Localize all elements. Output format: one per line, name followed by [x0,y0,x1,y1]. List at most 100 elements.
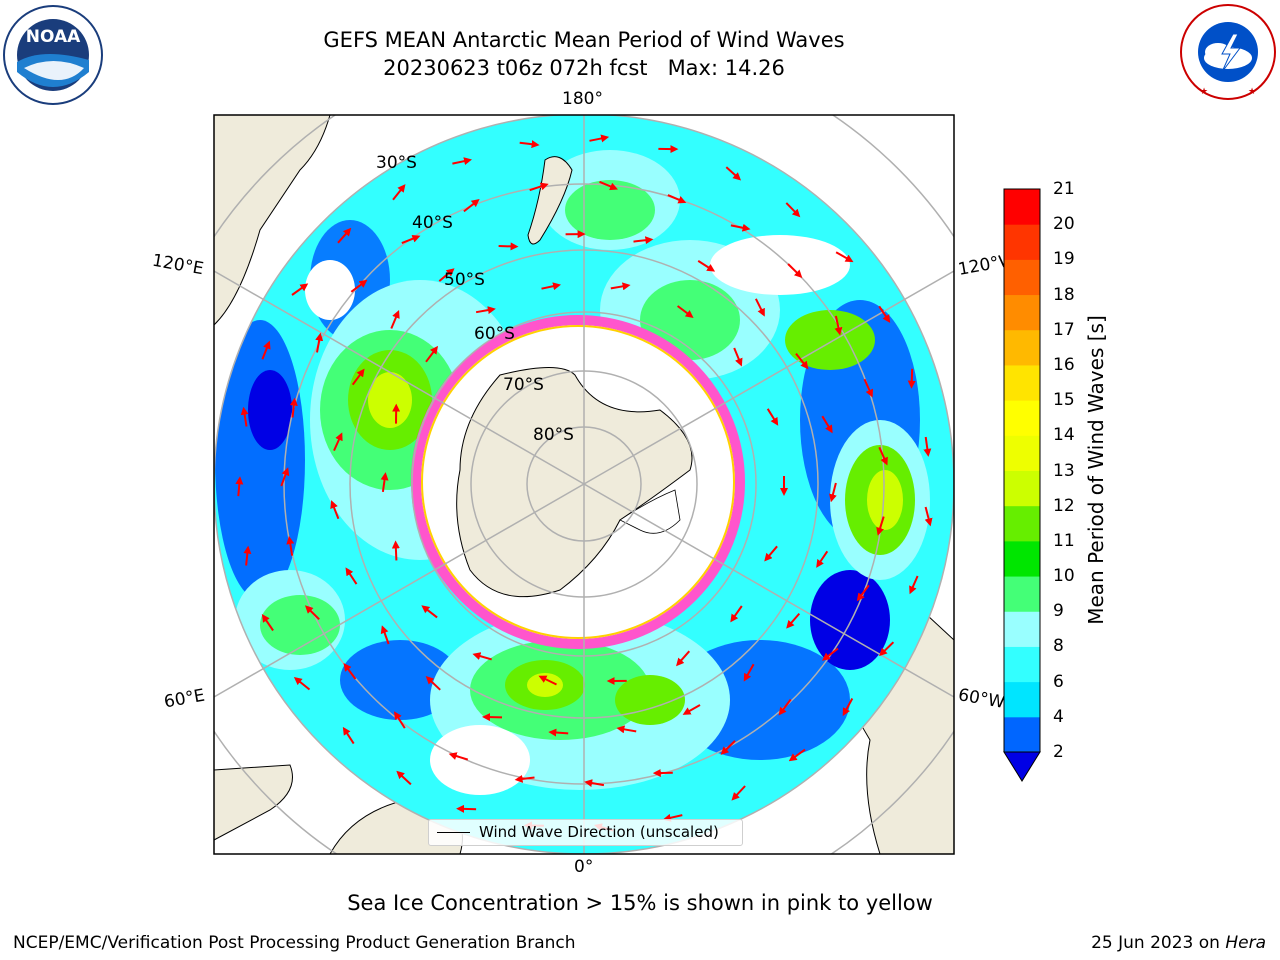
colorbar-frame [1003,188,1041,753]
wind-wave-arrow [514,774,535,783]
wind-wave-arrow [421,605,438,619]
map-frame-content [214,115,954,854]
wind-wave-arrow [787,263,803,279]
wind-wave-arrow [391,540,400,561]
wind-wave-arrow [667,194,687,204]
wind-wave-arrow [720,740,736,755]
wind-wave-arrow [907,368,916,389]
wind-wave-arrow [610,282,631,291]
wind-wave-arrow [548,728,569,737]
wind-wave-arrow [725,166,742,181]
colorbar-segment [1004,646,1040,683]
lat-label-50s: 50°S [444,270,485,290]
wind-wave-arrow [351,368,365,386]
wind-wave-direction-arrows [235,134,933,832]
wind-wave-arrow [498,242,519,251]
wind-wave-arrow [392,184,406,201]
colorbar-tick-label: 15 [1053,390,1075,411]
colorbar-tick-label: 17 [1053,319,1075,340]
wind-wave-arrow [448,752,469,761]
wind-wave-arrow [584,779,605,788]
colorbar-tick-label: 14 [1053,425,1075,446]
wind-wave-arrow [343,663,357,680]
lat-label-80s: 80°S [533,425,574,445]
wind-wave-arrow [243,545,252,566]
wind-wave-arrow [472,652,492,661]
wind-wave-arrow [541,282,562,291]
wind-wave-arrow [261,340,271,360]
wind-wave-arrow [863,378,874,398]
wind-wave-arrow [350,279,368,293]
wind-wave-arrow [662,813,683,822]
wind-wave-arrow [529,182,549,192]
footer-date: 25 Jun 2023 on Hera [1091,933,1266,953]
wind-wave-arrow [816,550,829,568]
wind-wave-arrow [519,140,540,149]
svg-text:★: ★ [1200,87,1208,97]
colorbar-segment [1004,716,1040,753]
wind-wave-arrow [876,516,885,536]
wind-wave-arrow [822,647,839,661]
colorbar-label: Mean Period of Wind Waves [s] [1084,315,1108,625]
wind-wave-arrow [616,725,637,734]
wind-wave-arrow [879,641,895,657]
wind-wave-arrow [315,332,324,353]
wind-wave-arrow [475,306,496,315]
wind-wave-arrow [778,698,792,716]
colorbar-tick-label: 18 [1053,284,1075,305]
wind-wave-arrow [878,446,888,466]
colorbar-segment [1004,576,1040,612]
wind-wave-arrow [337,227,352,244]
footer-credit: NCEP/EMC/Verification Post Processing Pr… [13,933,576,953]
colorbar-tick-label: 9 [1053,601,1064,622]
wind-wave-arrow [289,397,298,418]
wind-wave-arrow [835,251,854,263]
svg-text:★: ★ [1248,87,1256,97]
wind-wave-arrow [924,506,933,527]
wind-wave-arrow [923,436,932,457]
wind-wave-arrow [878,305,891,323]
noaa-logo-text: NOAA [26,27,81,47]
antarctica-land [456,367,693,598]
colorbar-segment [1004,329,1040,366]
colorbar-tick-label: 21 [1053,179,1075,199]
nws-logo: ★ ★ [1180,4,1276,100]
wind-wave-arrow [452,157,473,166]
map-border [213,114,955,855]
colorbar-tick-label: 8 [1053,636,1064,657]
wind-wave-arrow [795,352,809,370]
map-title: GEFS MEAN Antarctic Mean Period of Wind … [323,28,845,52]
wind-wave-arrow [261,613,274,632]
colorbar-tick-label: 2 [1053,742,1064,762]
footer-date-text: 25 Jun 2023 on [1091,933,1220,953]
wind-wave-arrow [235,476,244,497]
lat-label-30s: 30°S [376,153,417,173]
wind-wave-arrow [304,605,320,621]
wind-wave-arrow [280,467,290,487]
australia-land [214,115,331,326]
lat-label-40s: 40°S [412,213,453,233]
colorbar-segment [1004,259,1040,296]
wind-wave-arrow [425,676,441,691]
colorbar-tick-label: 19 [1053,249,1075,270]
wind-wave-arrow [438,268,455,282]
wind-wave-arrow [730,605,743,623]
colorbar-tick-label: 20 [1053,214,1075,235]
wind-wave-arrow [333,432,343,452]
wind-wave-arrow [538,675,557,686]
wind-wave-arrow [240,406,249,427]
colorbar-segment [1004,470,1040,507]
wind-wave-arrow [676,305,694,319]
wind-wave-arrow [730,223,751,232]
wind-wave-arrow [589,134,610,143]
wind-wave-arrow [390,310,400,329]
wind-wave-arrow [456,804,477,813]
wind-wave-arrow [394,711,406,729]
wind-wave-arrow [380,625,390,645]
colorbar-tick-label: 6 [1053,671,1064,692]
footer-host: Hera [1225,933,1266,953]
wind-wave-arrow [380,472,389,493]
noaa-logo: NOAA [3,5,103,105]
wind-wave-arrow [291,283,309,296]
colorbar-tick-label: 4 [1053,706,1064,727]
